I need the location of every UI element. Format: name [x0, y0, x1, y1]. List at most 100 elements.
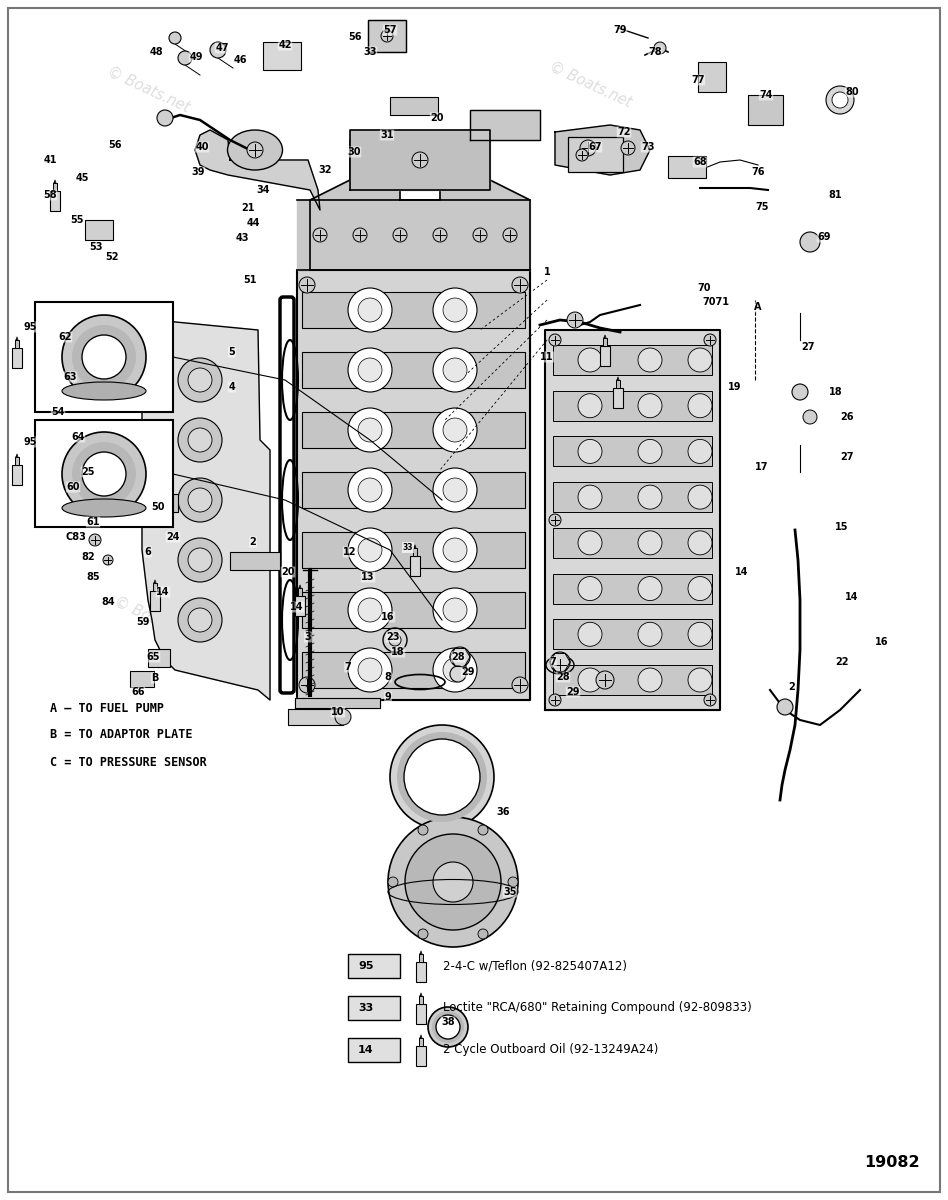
- Text: 78: 78: [648, 47, 662, 56]
- Bar: [419, 1038, 423, 1046]
- Text: 72: 72: [617, 127, 630, 137]
- Text: B: B: [152, 673, 158, 683]
- Circle shape: [299, 677, 315, 692]
- Circle shape: [688, 348, 712, 372]
- Text: 60: 60: [66, 482, 80, 492]
- Circle shape: [688, 623, 712, 647]
- Circle shape: [433, 528, 477, 572]
- Text: © Boats.net: © Boats.net: [111, 594, 199, 646]
- Text: 95: 95: [24, 437, 37, 446]
- Circle shape: [433, 288, 477, 332]
- Circle shape: [72, 442, 136, 506]
- Circle shape: [638, 668, 662, 692]
- Text: 14: 14: [290, 602, 303, 612]
- Bar: [130, 671, 154, 686]
- Text: 68: 68: [693, 157, 707, 167]
- Circle shape: [621, 140, 635, 155]
- Circle shape: [433, 348, 477, 392]
- Text: 2 Cycle Outboard Oil (92-13249A24): 2 Cycle Outboard Oil (92-13249A24): [443, 1044, 658, 1056]
- Circle shape: [178, 478, 222, 522]
- Circle shape: [638, 348, 662, 372]
- Text: 64: 64: [71, 432, 84, 442]
- Text: 44: 44: [246, 218, 260, 228]
- Bar: [553, 619, 712, 649]
- Text: 2-4-C w/Teflon (92-825407A12): 2-4-C w/Teflon (92-825407A12): [443, 960, 627, 972]
- Bar: [568, 137, 623, 172]
- Circle shape: [578, 576, 602, 600]
- Circle shape: [348, 288, 392, 332]
- Bar: [748, 95, 783, 125]
- Bar: [668, 156, 706, 178]
- Text: 1: 1: [543, 266, 551, 277]
- Bar: [302, 292, 525, 328]
- Text: 31: 31: [380, 130, 393, 140]
- Polygon shape: [297, 200, 530, 270]
- Text: 27: 27: [840, 452, 854, 462]
- Circle shape: [549, 334, 561, 346]
- Circle shape: [688, 485, 712, 509]
- Circle shape: [412, 152, 428, 168]
- Circle shape: [638, 576, 662, 600]
- Circle shape: [178, 598, 222, 642]
- Text: 29: 29: [462, 667, 475, 677]
- Text: 46: 46: [233, 55, 246, 65]
- Circle shape: [348, 468, 392, 512]
- Circle shape: [313, 228, 327, 242]
- Text: 47: 47: [215, 43, 228, 53]
- Circle shape: [433, 588, 477, 632]
- Circle shape: [443, 658, 467, 682]
- Circle shape: [512, 277, 528, 293]
- Text: 79: 79: [613, 25, 627, 35]
- Circle shape: [777, 698, 793, 715]
- Circle shape: [70, 370, 86, 385]
- Circle shape: [348, 648, 392, 692]
- Text: © Boats.net: © Boats.net: [104, 65, 191, 115]
- Bar: [302, 592, 525, 628]
- Bar: [35, 420, 173, 527]
- Text: 40: 40: [195, 142, 209, 152]
- Text: 7: 7: [550, 658, 556, 667]
- Circle shape: [335, 709, 351, 725]
- Text: 56: 56: [348, 32, 362, 42]
- Text: 27: 27: [801, 342, 814, 352]
- Bar: [148, 649, 170, 667]
- Bar: [553, 391, 712, 421]
- Text: 2: 2: [249, 538, 256, 547]
- Circle shape: [433, 228, 447, 242]
- Circle shape: [576, 149, 588, 161]
- Bar: [390, 97, 438, 115]
- Bar: [153, 583, 157, 590]
- Text: 58: 58: [44, 190, 57, 200]
- Text: 53: 53: [89, 242, 102, 252]
- Text: 9: 9: [385, 692, 392, 702]
- Text: 43: 43: [235, 233, 248, 242]
- Bar: [553, 346, 712, 374]
- Text: 11: 11: [540, 352, 554, 362]
- Circle shape: [348, 408, 392, 452]
- Circle shape: [358, 538, 382, 562]
- Bar: [302, 352, 525, 388]
- Circle shape: [157, 110, 173, 126]
- Polygon shape: [350, 130, 490, 190]
- Text: 20: 20: [430, 113, 444, 122]
- Text: 38: 38: [441, 1018, 455, 1027]
- Circle shape: [443, 478, 467, 502]
- Circle shape: [578, 485, 602, 509]
- Circle shape: [688, 439, 712, 463]
- Bar: [65, 320, 100, 346]
- Circle shape: [478, 929, 488, 938]
- Bar: [53, 182, 57, 191]
- Bar: [416, 962, 426, 982]
- Bar: [416, 1046, 426, 1066]
- Circle shape: [169, 32, 181, 44]
- Text: 95: 95: [358, 961, 374, 971]
- Circle shape: [688, 530, 712, 554]
- Circle shape: [188, 548, 212, 572]
- Polygon shape: [545, 330, 720, 710]
- Circle shape: [178, 538, 222, 582]
- Text: 36: 36: [496, 806, 510, 817]
- Circle shape: [433, 648, 477, 692]
- Bar: [348, 1038, 400, 1062]
- Text: 56: 56: [108, 140, 121, 150]
- Bar: [348, 996, 400, 1020]
